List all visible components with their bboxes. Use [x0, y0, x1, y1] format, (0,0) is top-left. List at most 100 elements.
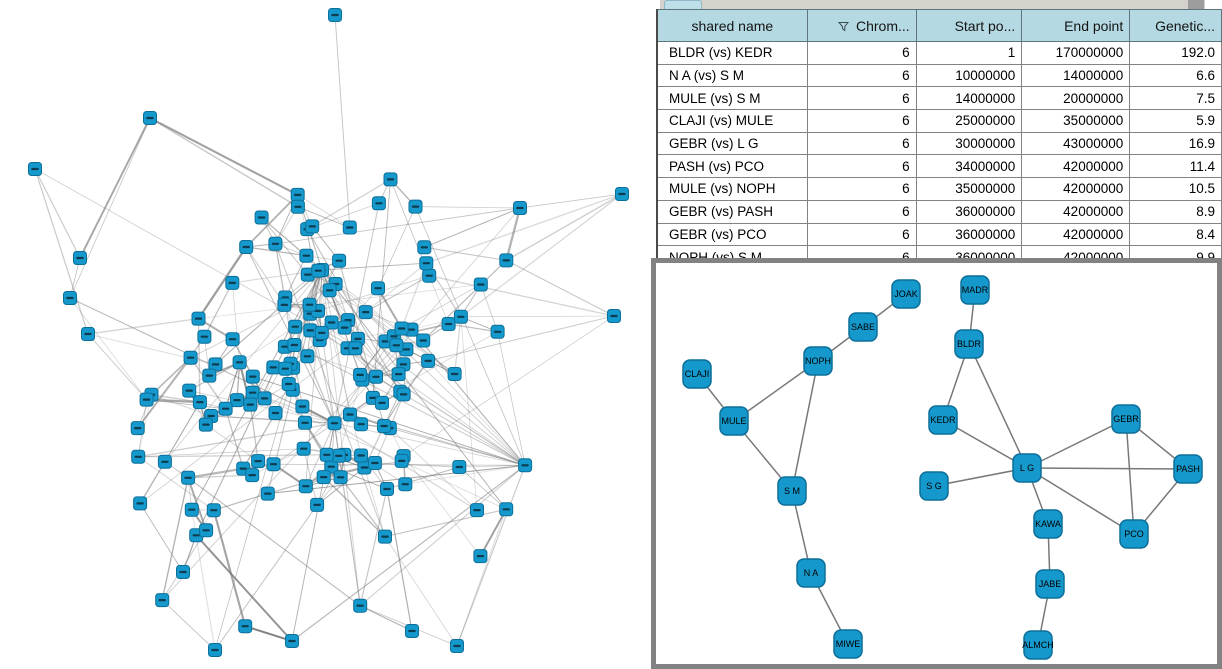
graph-node[interactable] [257, 391, 272, 406]
graph-node[interactable] [391, 367, 406, 382]
graph-node[interactable] [268, 406, 283, 420]
cell[interactable]: 35000000 [915, 177, 1023, 201]
graph-node[interactable] [377, 419, 392, 433]
graph-node[interactable] [230, 393, 244, 408]
graph-node[interactable] [278, 361, 293, 376]
node-PCO[interactable]: PCO [1119, 519, 1149, 549]
cell[interactable]: 20000000 [1021, 86, 1131, 111]
cell[interactable]: 42000000 [1021, 199, 1131, 224]
node-GEBR[interactable]: GEBR [1111, 404, 1141, 434]
graph-node[interactable] [198, 417, 213, 432]
column-header-genetic[interactable]: Genetic... [1129, 9, 1222, 42]
graph-node[interactable] [441, 317, 456, 331]
node-LG[interactable]: L G [1012, 453, 1042, 483]
graph-node[interactable] [322, 283, 337, 298]
cell[interactable]: 14000000 [1021, 63, 1131, 88]
graph-node[interactable] [354, 417, 369, 432]
graph-node[interactable] [191, 311, 206, 326]
graph-node[interactable] [310, 497, 325, 512]
graph-node[interactable] [199, 523, 214, 538]
cell[interactable]: 6.6 [1129, 63, 1222, 88]
graph-node[interactable] [243, 397, 258, 412]
cell[interactable]: PASH (vs) PCO [656, 154, 808, 179]
graph-node[interactable] [298, 479, 313, 494]
graph-node[interactable] [343, 407, 357, 422]
graph-node[interactable] [287, 338, 302, 352]
graph-node[interactable] [353, 598, 368, 613]
table-row[interactable]: MULE (vs) NOPH 6 35000000 42000000 10.5 [656, 177, 1222, 201]
column-header-chrom[interactable]: Chrom... [806, 9, 917, 42]
graph-node[interactable] [225, 332, 240, 347]
graph-node[interactable] [513, 201, 527, 215]
graph-node[interactable] [28, 162, 42, 176]
graph-node[interactable] [416, 333, 431, 348]
graph-node[interactable] [303, 323, 318, 338]
graph-node[interactable] [375, 395, 389, 410]
cell[interactable]: 6 [806, 63, 917, 88]
graph-node[interactable] [232, 355, 247, 370]
graph-node[interactable] [394, 321, 409, 336]
graph-node[interactable] [394, 453, 409, 468]
graph-node[interactable] [324, 459, 339, 474]
node-SG[interactable]: S G [919, 471, 949, 501]
cell[interactable]: 6 [806, 86, 917, 111]
table-row[interactable]: GEBR (vs) PCO 6 36000000 42000000 8.4 [656, 222, 1222, 247]
node-NOPH[interactable]: NOPH [803, 346, 833, 376]
edge-LG-PASH[interactable] [1026, 467, 1189, 470]
edge-LG-PCO[interactable] [1026, 467, 1135, 535]
graph-node[interactable] [176, 565, 190, 579]
graph-node[interactable] [450, 639, 464, 653]
cell[interactable]: 7.5 [1129, 86, 1222, 111]
graph-node[interactable] [499, 253, 514, 268]
graph-node[interactable] [328, 8, 342, 22]
graph-node[interactable] [299, 248, 314, 263]
column-header-start-po[interactable]: Start po... [915, 9, 1023, 42]
graph-node[interactable] [396, 387, 411, 402]
table-tab-fragment[interactable] [664, 0, 702, 9]
graph-node[interactable] [389, 338, 404, 353]
graph-node[interactable] [333, 470, 348, 485]
graph-node[interactable] [398, 477, 413, 492]
graph-node[interactable] [260, 486, 275, 501]
node-BLDR[interactable]: BLDR [954, 329, 984, 359]
column-header-end-point[interactable]: End point [1021, 9, 1131, 42]
cell[interactable]: CLAJI (vs) MULE [656, 109, 808, 133]
graph-node[interactable] [218, 401, 233, 416]
graph-node[interactable] [358, 305, 373, 320]
graph-node[interactable] [473, 549, 488, 564]
cell[interactable]: 1 [915, 41, 1023, 65]
graph-node[interactable] [332, 253, 347, 268]
graph-node[interactable] [518, 458, 533, 473]
graph-node[interactable] [353, 367, 368, 382]
cell[interactable]: 8.4 [1129, 222, 1222, 247]
cell[interactable]: GEBR (vs) L G [656, 131, 808, 156]
graph-node[interactable] [452, 460, 467, 474]
graph-node[interactable] [133, 496, 148, 511]
cell[interactable]: 6 [806, 177, 917, 201]
graph-node[interactable] [238, 619, 253, 634]
graph-node[interactable] [380, 482, 394, 496]
node-NA[interactable]: N A [796, 558, 826, 588]
node-SABE[interactable]: SABE [848, 312, 878, 342]
graph-node[interactable] [327, 416, 342, 431]
graph-node[interactable] [378, 529, 392, 544]
graph-node[interactable] [245, 369, 260, 384]
graph-node[interactable] [367, 456, 382, 470]
cell[interactable]: 192.0 [1129, 41, 1222, 65]
graph-node[interactable] [182, 383, 197, 398]
cell[interactable]: GEBR (vs) PCO [656, 222, 808, 247]
graph-node[interactable] [337, 320, 352, 335]
cell[interactable]: 25000000 [915, 109, 1023, 133]
graph-node[interactable] [348, 341, 363, 356]
graph-node[interactable] [319, 447, 334, 462]
cell[interactable]: 8.9 [1129, 199, 1222, 224]
cell[interactable]: 42000000 [1021, 177, 1131, 201]
cell[interactable]: 6 [806, 109, 917, 133]
graph-node[interactable] [63, 291, 77, 305]
node-JABE[interactable]: JABE [1035, 569, 1065, 599]
graph-node[interactable] [422, 268, 437, 283]
node-PASH[interactable]: PASH [1173, 454, 1203, 484]
cell[interactable]: 170000000 [1021, 41, 1131, 65]
graph-node[interactable] [73, 251, 87, 265]
graph-node[interactable] [302, 297, 317, 312]
